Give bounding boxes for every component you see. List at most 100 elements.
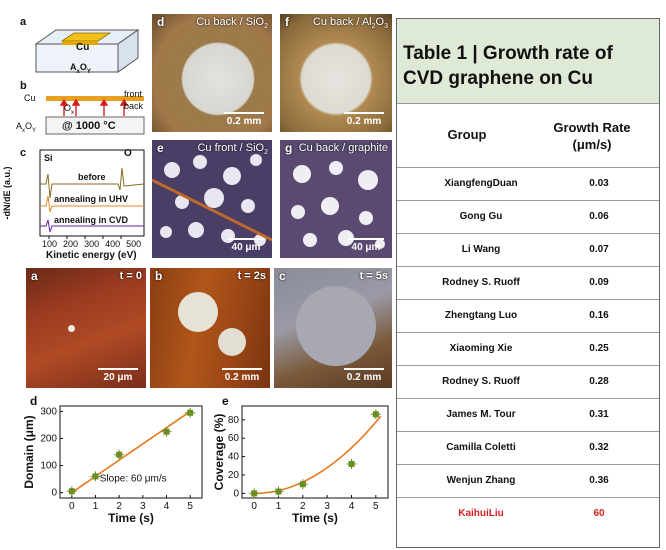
schematic-b-substrate: AxOY <box>16 121 37 134</box>
spectrum-xticks: 100 200 300 400 500 <box>42 239 152 249</box>
table-cell-rate: 60 <box>593 508 605 519</box>
micrograph-t2-time: t = 2s <box>237 270 266 282</box>
spectrum-xlabel: Kinetic energy (eV) <box>46 250 137 261</box>
panel-label-d2: d <box>30 394 38 408</box>
table-cell-rate: 0.07 <box>589 244 609 255</box>
panel-label-e: e <box>157 141 164 155</box>
y-tick-label: 60 <box>228 433 240 444</box>
x-tick-label: 2 <box>116 501 122 512</box>
x-tick-label: 2 <box>300 501 306 512</box>
table-header: Table 1 | Growth rate of CVD graphene on… <box>397 19 659 104</box>
schematic-a <box>34 29 140 73</box>
table-row: Camilla Coletti 0.32 <box>397 431 659 465</box>
plot-frame <box>241 405 389 499</box>
micrograph-e-scale: 40 μm <box>228 238 264 253</box>
slope-annotation: Slope: 60 μm/s <box>100 473 167 484</box>
panel-label-a2: a <box>31 269 38 283</box>
schematic-b-back: back <box>124 101 144 111</box>
table-row: Zhengtang Luo 0.16 <box>397 299 659 333</box>
spectrum-ylabel: -dN/dE (a.u.) <box>2 166 12 220</box>
micrograph-d: d Cu back / SiO2 0.2 mm <box>152 14 272 132</box>
x-tick-label: 4 <box>349 501 355 512</box>
micrograph-t0-scale: 20 μm <box>98 368 138 383</box>
table-cell-rate: 0.09 <box>589 277 609 288</box>
y-axis-title: Coverage (%) <box>212 414 226 491</box>
micrograph-g: g Cu back / graphite 40 μm <box>280 140 392 258</box>
table-cell-group: XiangfengDuan <box>444 178 518 189</box>
data-point <box>68 488 75 495</box>
x-tick-label: 5 <box>373 501 379 512</box>
table-cell-group: Xiaoming Xie <box>449 343 513 354</box>
data-point <box>348 460 355 467</box>
micrograph-g-flakes <box>291 161 385 249</box>
table-row: Xiaoming Xie 0.25 <box>397 332 659 366</box>
table-cell-rate: 0.32 <box>589 442 609 453</box>
table-cell-rate: 0.25 <box>589 343 609 354</box>
x-tick-label: 5 <box>187 501 193 512</box>
growth-rate-table: Table 1 | Growth rate of CVD graphene on… <box>396 18 660 548</box>
spectrum-xtick: 100 <box>42 239 58 249</box>
micrograph-f-scale: 0.2 mm <box>344 112 384 127</box>
graphene-nucleus <box>68 325 75 332</box>
fit-line <box>71 410 191 494</box>
x-axis-title: Time (s) <box>292 511 338 525</box>
panel-label-d: d <box>157 15 165 29</box>
y-tick-label: 20 <box>228 470 240 481</box>
schematic-b-cu: Cu <box>24 93 36 103</box>
spectrum-peak-o: O <box>124 148 132 159</box>
chart-domain-vs-time: 0 1 2 3 4 5 0 100 200 300 Time (s) Domain (μm) Slope… <box>22 405 203 525</box>
x-tick-label: 1 <box>276 501 282 512</box>
column-header-rate: Growth Rate (μm/s) <box>553 120 631 152</box>
schematic-a-cu: Cu <box>76 42 90 53</box>
panel-label-f: f <box>285 15 289 29</box>
table-cell-rate: 0.28 <box>589 376 609 387</box>
y-tick-label: 80 <box>228 415 240 426</box>
x-tick-label: 1 <box>93 501 99 512</box>
y-tick-label: 200 <box>40 433 57 444</box>
y-axis-title: Domain (μm) <box>22 415 36 488</box>
x-axis-title: Time (s) <box>108 511 154 525</box>
data-point <box>251 490 258 497</box>
table-cell-group: KaihuiLiu <box>458 508 504 519</box>
table-title: Table 1 | Growth rate of CVD graphene on… <box>403 43 613 89</box>
graphene-domain <box>178 292 218 332</box>
data-point <box>299 481 306 488</box>
table-row: Gong Gu 0.06 <box>397 200 659 234</box>
table-row: James M. Tour 0.31 <box>397 398 659 432</box>
y-tick-label: 40 <box>228 452 240 463</box>
panel-label-g: g <box>285 141 293 155</box>
graphene-domain <box>218 328 246 356</box>
micrograph-t5-scale: 0.2 mm <box>344 368 384 383</box>
table-cell-group: Rodney S. Ruoff <box>442 277 520 288</box>
spectrum-trace-uhv: annealing in UHV <box>54 194 129 204</box>
table-row: Rodney S. Ruoff 0.28 <box>397 365 659 399</box>
micrograph-d-caption: Cu back / SiO2 <box>196 16 268 31</box>
y-tick-label: 300 <box>40 406 57 417</box>
x-tick-label: 3 <box>324 501 330 512</box>
x-tick-label: 3 <box>140 501 146 512</box>
micrograph-e-flakes <box>152 154 272 246</box>
table-cell-group: Zhengtang Luo <box>444 310 518 321</box>
micrograph-t0: a t = 0 20 μm <box>26 268 146 388</box>
micrograph-e-caption: Cu front / SiO2 <box>197 142 268 157</box>
schematic-b-ox: Ox <box>64 103 75 116</box>
table-cell-rate: 0.36 <box>589 475 609 486</box>
table-cell-group: Camilla Coletti <box>446 442 516 453</box>
micrograph-t5: c t = 5s 0.2 mm <box>274 268 392 388</box>
x-tick-label: 4 <box>164 501 170 512</box>
micrograph-t5-time: t = 5s <box>359 270 388 282</box>
micrograph-e: e Cu front / SiO2 40 μm <box>152 140 272 258</box>
spectrum-peak-si: Si <box>44 153 53 163</box>
data-point <box>275 488 282 495</box>
spectrum-xtick: 300 <box>84 239 100 249</box>
schematic-b-temperature: @ 1000 °C <box>62 120 116 132</box>
spectrum-xtick: 500 <box>126 239 142 249</box>
schematic-b <box>45 96 145 135</box>
data-point <box>372 411 379 418</box>
panel-label-b: b <box>20 80 27 92</box>
micrograph-g-caption: Cu back / graphite <box>298 142 388 154</box>
micrograph-d-scale: 0.2 mm <box>224 112 264 127</box>
panel-label-c: c <box>20 147 27 159</box>
table-cell-rate: 0.16 <box>589 310 609 321</box>
x-tick-label: 0 <box>69 501 75 512</box>
